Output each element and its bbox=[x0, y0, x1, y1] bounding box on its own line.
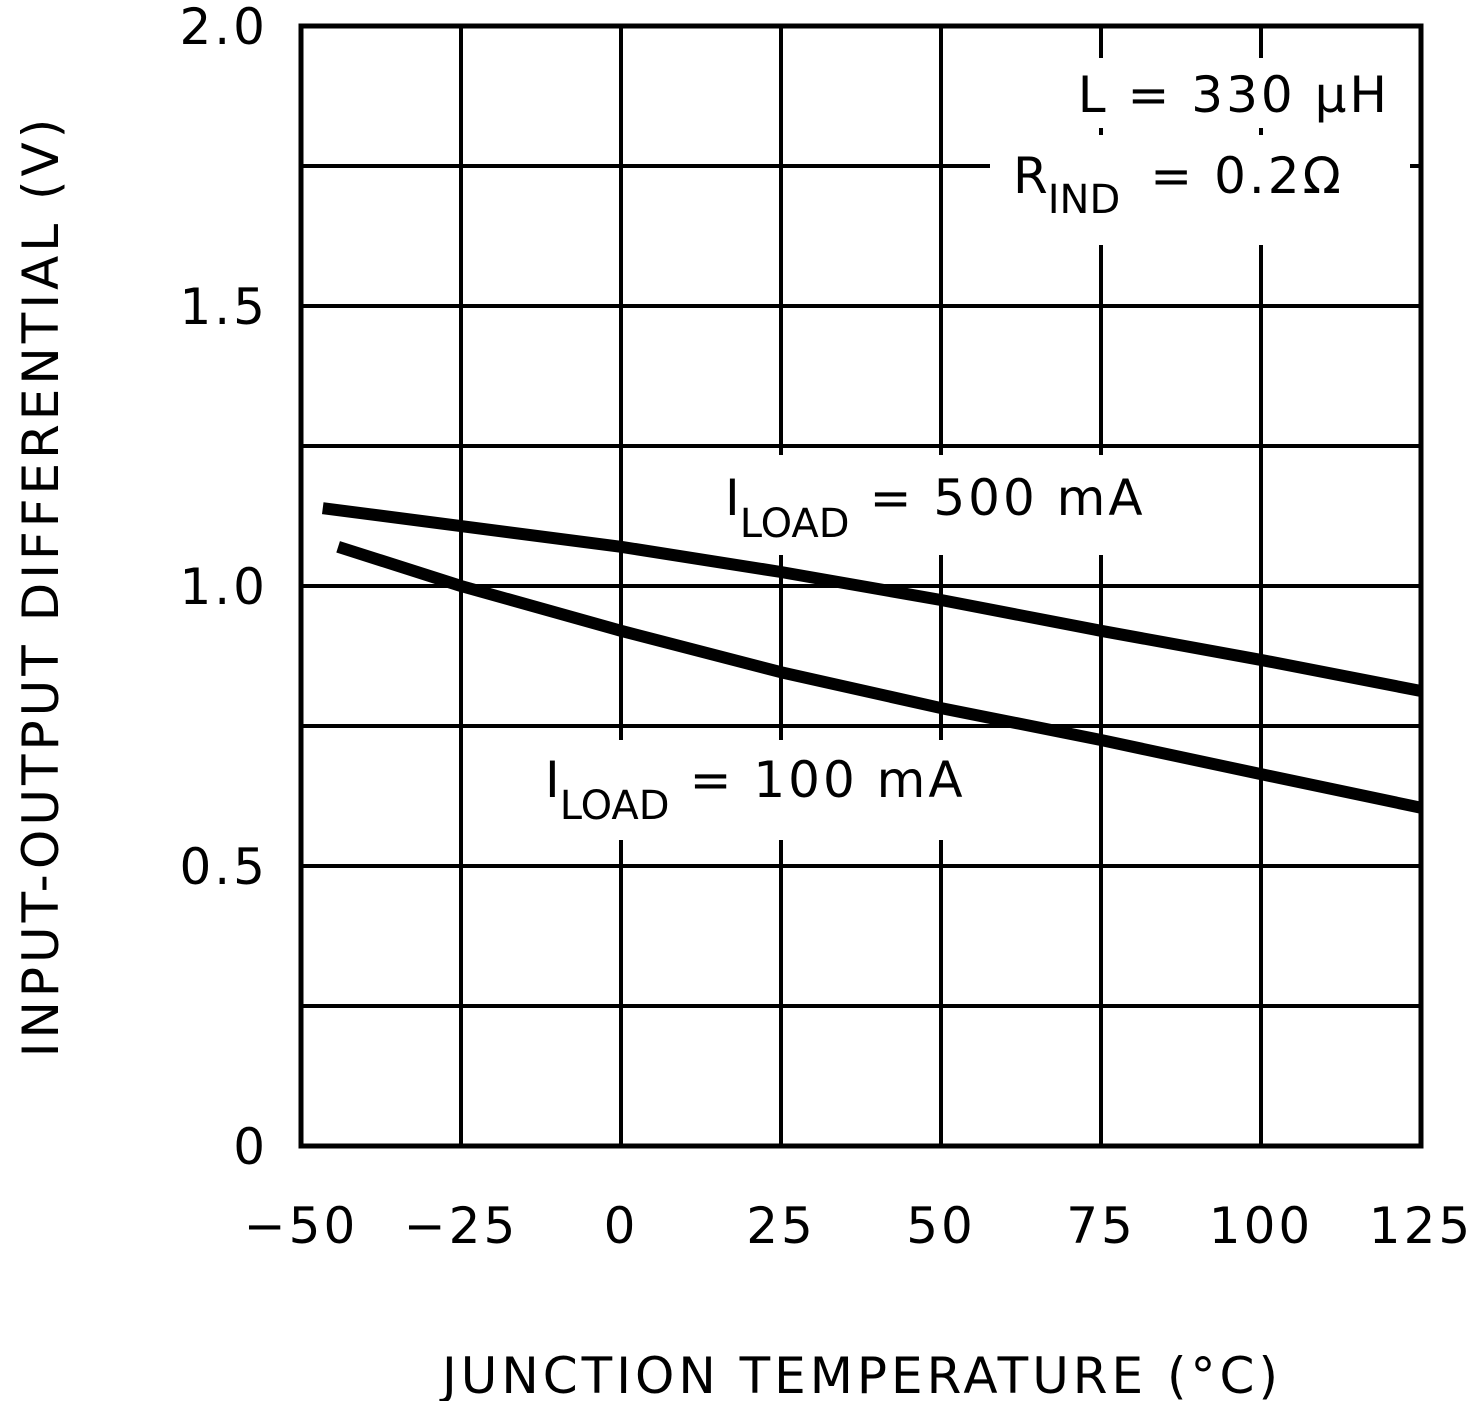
series-label-100ma: ILOAD = 100 mA bbox=[545, 751, 966, 829]
y-tick-label: 2.0 bbox=[179, 0, 268, 56]
y-tick-label: 1.0 bbox=[179, 558, 268, 616]
x-tick-label: 100 bbox=[1209, 1197, 1313, 1255]
label-bg bbox=[715, 455, 1175, 555]
x-tick-label: −25 bbox=[404, 1197, 519, 1255]
labels: L = 330 μH RIND = 0.2Ω ILOAD = 500 mA ILOA… bbox=[535, 58, 1410, 840]
x-tick-label: 50 bbox=[906, 1197, 976, 1255]
plot-frame bbox=[298, 23, 1424, 1149]
label-bg bbox=[535, 740, 995, 840]
tick-labels: −50 −25 0 25 50 75 100 125 0 0.5 1.0 1.5 2.0 bbox=[179, 0, 1467, 1255]
resistance-annotation: RIND = 0.2Ω bbox=[1013, 147, 1344, 223]
series-line-0 bbox=[321, 502, 1423, 697]
x-tick-label: 75 bbox=[1066, 1197, 1136, 1255]
y-tick-label: 0.5 bbox=[179, 838, 268, 896]
x-tick-label: 25 bbox=[746, 1197, 816, 1255]
curves bbox=[321, 502, 1423, 814]
label-bg bbox=[1060, 58, 1400, 128]
label-bg bbox=[990, 135, 1410, 245]
x-tick-label: 0 bbox=[604, 1197, 639, 1255]
series-line-1 bbox=[336, 541, 1423, 814]
x-tick-label: −50 bbox=[244, 1197, 359, 1255]
series-label-500ma: ILOAD = 500 mA bbox=[725, 469, 1146, 547]
x-axis-label: JUNCTION TEMPERATURE (°C) bbox=[439, 1347, 1282, 1401]
x-tick-label: 125 bbox=[1369, 1197, 1467, 1255]
inductance-annotation: L = 330 μH bbox=[1078, 66, 1390, 124]
y-tick-label: 1.5 bbox=[179, 278, 268, 336]
y-tick-label: 0 bbox=[233, 1118, 268, 1176]
y-axis-label: INPUT-OUTPUT DIFFERENTIAL (V) bbox=[12, 115, 70, 1058]
